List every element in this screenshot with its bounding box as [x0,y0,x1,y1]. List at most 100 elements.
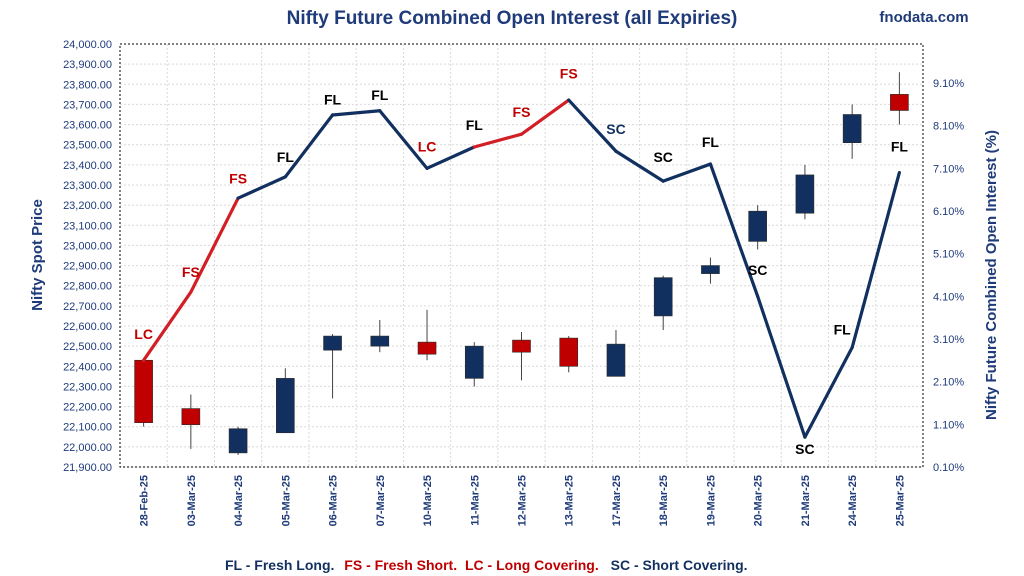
x-tick-label: 10-Mar-25 [422,475,434,526]
oi-line-segment [142,290,193,362]
left-tick-label: 22,100.00 [63,422,112,434]
candle-body [512,339,531,353]
x-tick-label: 28-Feb-25 [139,475,151,526]
candle-body [181,408,201,426]
left-tick-label: 22,200.00 [63,402,112,414]
oi-line-segment [756,294,807,439]
x-tick-label: 04-Mar-25 [233,475,245,526]
right-tick-label: 4.10% [933,291,964,303]
left-tick-label: 23,900.00 [63,59,112,71]
x-axis: 28-Feb-25 03-Mar-25 04-Mar-25 05-Mar-25 06-M… [139,475,907,526]
legend-sc: SC - Short Covering. [611,557,748,573]
oi-annotation: LC [418,138,437,154]
right-tick-label: 7.10% [933,163,964,175]
left-tick-label: 23,000.00 [63,240,112,252]
legend-fs: FS - Fresh Short. [344,557,457,573]
oi-annotation: FS [229,170,247,186]
left-axis: 21,900.00 22,000.00 22,100.00 22,200.00 22,3… [63,39,112,474]
candle-body [653,277,673,317]
candle-body [228,428,248,454]
oi-annotation: FL [834,322,852,338]
legend: FL - Fresh Long. FS - Fresh Short. LC - … [225,557,748,573]
left-tick-label: 22,400.00 [63,361,112,373]
oi-line-segment [708,162,760,298]
candle-body [323,335,342,351]
oi-line-segment [614,149,665,183]
x-tick-label: 11-Mar-25 [469,475,481,526]
candle-body [890,94,909,111]
chart-title: Nifty Future Combined Open Interest (all… [287,8,738,29]
oi-line-segment [378,109,429,170]
candle-body [134,359,153,423]
x-tick-label: 17-Mar-25 [611,475,623,526]
svg-text:FL - Fresh Long. FS - Fr: FL - Fresh Long. FS - Fresh Short. LC - … [225,557,748,573]
candle-body [606,343,626,377]
oi-line-segment [661,162,713,183]
oi-line-segment [567,98,618,153]
oi-annotation: FL [371,87,389,103]
oi-annotation: SC [653,149,672,165]
left-axis-label: Nifty Spot Price [29,199,46,311]
right-tick-label: 5.10% [933,249,964,261]
candle-body [464,345,484,379]
x-tick-label: 05-Mar-25 [280,475,292,526]
oi-line-segment [236,175,287,200]
grid [120,43,923,468]
x-tick-label: 06-Mar-25 [328,475,340,526]
oi-line-segment [425,145,476,170]
left-tick-label: 24,000.00 [63,39,112,51]
right-tick-label: 3.10% [933,334,964,346]
candle-body [370,335,390,347]
x-tick-label: 03-Mar-25 [186,475,198,526]
left-tick-label: 23,100.00 [63,220,112,232]
oi-line-segment [850,171,901,350]
left-tick-label: 22,500.00 [63,341,112,353]
left-tick-label: 21,900.00 [63,462,112,474]
right-tick-label: 0.10% [933,462,964,474]
x-tick-label: 13-Mar-25 [564,475,576,526]
legend-lc: LC - Long Covering. [465,557,599,573]
right-tick-label: 8.10% [933,121,964,133]
left-tick-label: 23,800.00 [63,79,112,91]
candle-body [842,114,862,144]
left-tick-label: 22,000.00 [63,442,112,454]
left-tick-label: 23,200.00 [63,200,112,212]
oi-annotation: LC [134,326,153,342]
plot-frame [119,43,924,468]
oi-annotation: SC [748,262,767,278]
x-tick-label: 19-Mar-25 [705,475,717,526]
candle-body [701,265,720,274]
oi-annotation: FS [560,66,578,82]
x-tick-label: 24-Mar-25 [847,475,859,526]
x-tick-label: 25-Mar-25 [894,475,906,526]
candles [134,72,909,455]
oi-annotation: SC [606,121,625,137]
brand-text: fnodata.com [879,9,968,26]
right-axis-label: Nifty Future Combined Open Interest (%) [983,130,1000,420]
oi-annotation: FL [466,117,484,133]
oi-annotation: FL [277,149,295,165]
oi-line-segment [283,113,335,179]
left-tick-label: 22,300.00 [63,381,112,393]
annotations: LC FS FS FL FL FL LC FL FS FS SC SC FL SC SC FL FL [134,66,908,457]
oi-annotation: FL [702,134,720,150]
oi-annotation: FL [324,91,342,107]
candle-body [748,210,767,242]
candle-body [276,378,295,434]
legend-fl: FL - Fresh Long. [225,557,334,573]
left-tick-label: 22,700.00 [63,301,112,313]
oi-annotation: FS [182,264,200,280]
left-tick-label: 23,500.00 [63,140,112,152]
left-tick-label: 22,800.00 [63,281,112,293]
left-tick-label: 23,700.00 [63,99,112,111]
oi-annotation: FS [513,104,531,120]
oi-line-segment [330,109,382,117]
candle-body [559,337,579,367]
x-tick-label: 21-Mar-25 [800,475,812,526]
oi-line-segment [189,196,240,294]
x-tick-label: 18-Mar-25 [658,475,670,526]
oi-annotation: FL [891,138,909,154]
oi-line-segment [519,98,571,136]
left-tick-label: 23,300.00 [63,180,112,192]
